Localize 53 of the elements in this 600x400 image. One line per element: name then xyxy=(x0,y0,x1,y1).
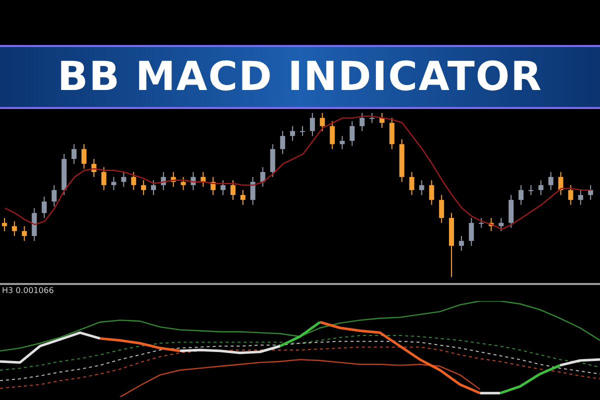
candlestick xyxy=(389,117,394,150)
candlestick xyxy=(121,172,126,188)
candlestick xyxy=(538,180,544,196)
candlestick xyxy=(240,190,246,206)
candlestick xyxy=(468,217,474,246)
candlestick xyxy=(439,194,444,224)
candlestick xyxy=(220,180,226,196)
candlestick xyxy=(81,144,86,170)
candlestick xyxy=(310,113,315,136)
candlestick xyxy=(200,172,206,188)
candlestick xyxy=(498,217,504,232)
candlestick xyxy=(419,180,424,196)
candlestick xyxy=(12,220,17,236)
candlestick xyxy=(151,180,156,196)
candlestick xyxy=(290,126,296,142)
candlestick xyxy=(101,166,106,191)
candlestick xyxy=(52,184,57,207)
candlestick xyxy=(518,184,524,206)
candlestick xyxy=(429,180,434,206)
candlestick xyxy=(141,180,146,196)
candlestick xyxy=(320,113,325,132)
candlestick xyxy=(528,184,534,196)
candlestick xyxy=(280,130,286,154)
candlestick xyxy=(548,172,554,191)
text: H3 0.001066 xyxy=(2,286,54,295)
candlestick xyxy=(22,226,27,242)
candlestick xyxy=(340,135,345,150)
candlestick xyxy=(300,126,305,136)
candlestick xyxy=(478,217,484,228)
candlestick xyxy=(230,180,236,200)
candlestick xyxy=(2,217,7,232)
candlestick xyxy=(260,166,266,188)
candlestick xyxy=(360,113,365,132)
candlestick xyxy=(558,172,564,196)
candlestick xyxy=(588,184,594,200)
candlestick xyxy=(32,208,37,242)
candlestick xyxy=(72,144,77,164)
candlestick xyxy=(250,176,256,206)
candlestick xyxy=(568,184,574,206)
candlestick xyxy=(270,144,276,178)
candlestick xyxy=(180,176,186,191)
candlestick xyxy=(379,113,384,128)
candlestick xyxy=(409,172,414,196)
candlestick xyxy=(508,194,514,228)
candlestick xyxy=(111,176,116,191)
candlestick xyxy=(350,120,355,146)
chart-title: BB MACD INDICATOR xyxy=(0,45,600,109)
candlestick xyxy=(458,236,464,252)
candlestick xyxy=(578,190,584,206)
candlestick xyxy=(131,172,136,191)
candlestick xyxy=(370,113,375,124)
candlestick xyxy=(330,120,335,150)
candlestick xyxy=(42,196,47,218)
